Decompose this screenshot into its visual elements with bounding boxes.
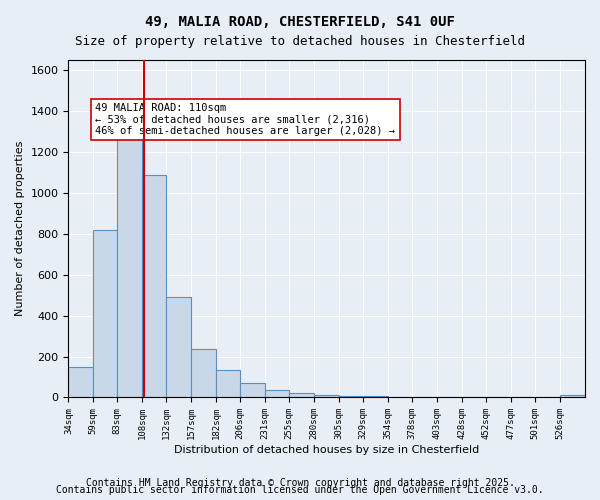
- Bar: [191, 350, 216, 398]
- Text: 49 MALIA ROAD: 110sqm
← 53% of detached houses are smaller (2,316)
46% of semi-d: 49 MALIA ROAD: 110sqm ← 53% of detached …: [95, 103, 395, 136]
- Text: Size of property relative to detached houses in Chesterfield: Size of property relative to detached ho…: [75, 35, 525, 48]
- Bar: [142, 174, 166, 398]
- Bar: [314, 396, 339, 398]
- Bar: [118, 130, 142, 398]
- Bar: [339, 396, 363, 398]
- Bar: [560, 396, 585, 398]
- Bar: [68, 367, 94, 398]
- Bar: [363, 396, 388, 398]
- X-axis label: Distribution of detached houses by size in Chesterfield: Distribution of detached houses by size …: [174, 445, 479, 455]
- Bar: [166, 298, 191, 398]
- Bar: [265, 390, 289, 398]
- Y-axis label: Number of detached properties: Number of detached properties: [15, 141, 25, 316]
- Text: Contains HM Land Registry data © Crown copyright and database right 2025.: Contains HM Land Registry data © Crown c…: [86, 478, 514, 488]
- Text: 49, MALIA ROAD, CHESTERFIELD, S41 0UF: 49, MALIA ROAD, CHESTERFIELD, S41 0UF: [145, 15, 455, 29]
- Bar: [94, 230, 118, 398]
- Text: Contains public sector information licensed under the Open Government Licence v3: Contains public sector information licen…: [56, 485, 544, 495]
- Bar: [216, 370, 240, 398]
- Bar: [289, 393, 314, 398]
- Bar: [240, 383, 265, 398]
